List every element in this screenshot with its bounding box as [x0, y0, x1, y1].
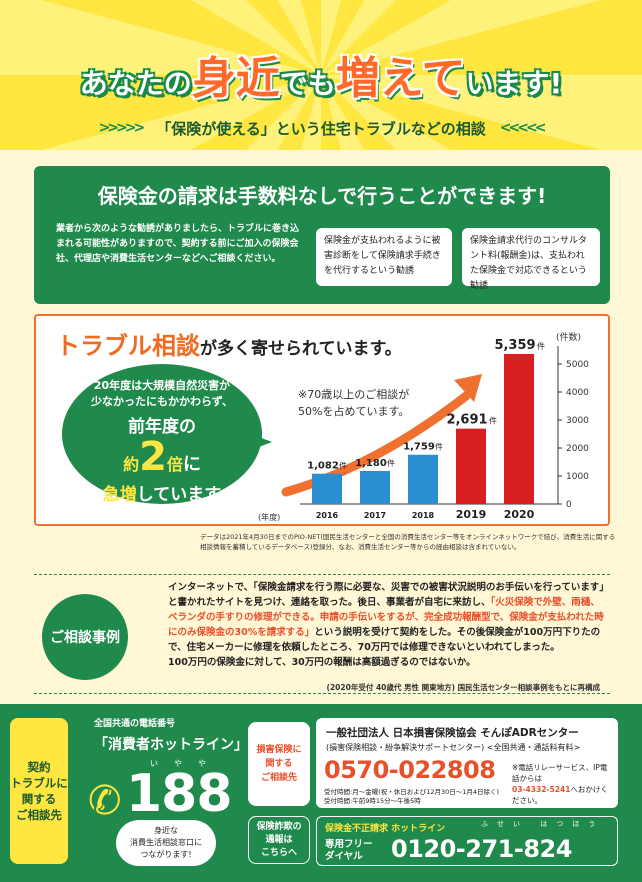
adr-center-box: 一般社団法人 日本損害保険協会 そんぽADRセンター (損害保険相談・紛争解決サ… [316, 718, 618, 808]
case-badge: ご相談事例 [42, 594, 128, 680]
adr-relay-note: ※電話リレーサービス、IP電話からは 03-4332-5241へおかけください。 [512, 763, 608, 805]
sunburst-ray [321, 0, 601, 75]
x-unit-label: (年度) [258, 512, 280, 522]
sunburst-ray [321, 75, 451, 150]
adr-org-name: 一般社団法人 日本損害保険協会 そんぽADRセンター [326, 727, 579, 739]
header-banner: あなたの身近でも増えています! >>>>> 「保険が使える」という住宅トラブルな… [0, 0, 642, 150]
hotline-title: 「消費者ホットライン」 [94, 737, 248, 753]
insurance-consult-label: 損害保険に 関する ご相談先 [248, 722, 310, 806]
bar-2018 [408, 454, 438, 504]
sunburst-ray [321, 75, 365, 150]
bar-value-label: 1,082 [307, 461, 339, 472]
case-section [34, 574, 610, 694]
trend-arrowhead [454, 374, 482, 402]
y-unit-label: (件数) [556, 331, 581, 343]
claim-description: 業者から次のような勧誘がありましたら、トラブルに巻き込まれる可能性がありますので… [56, 224, 300, 264]
chevron-left-icon: >>>>> [98, 120, 146, 136]
bar-value-label: 1,180 [355, 458, 387, 469]
free-dial-label: 専用フリー ダイヤル [325, 839, 373, 862]
bar-unit-label: 件 [435, 442, 443, 452]
x-tick-label: 2018 [412, 511, 435, 520]
sunburst-ray [321, 0, 396, 75]
y-tick-label: 1000 [566, 472, 589, 482]
contract-trouble-label: 契約 トラブルに 関する ご相談先 [10, 718, 68, 864]
case-source: (2020年受付 40歳代 男性 関東地方) 国民生活センター相談事例をもとに再… [326, 683, 600, 692]
adr-hours: 受付時間:月～金曜(祝・休日および12月30日～1月4日除く) 受付時間:午前9… [324, 788, 500, 805]
sunburst-ray [191, 0, 321, 75]
bar-2019 [456, 428, 486, 504]
bubble-text-1: 20年度は大規模自然災害が 少なかったにもかかわらず、 [90, 379, 233, 408]
speech-bubble [62, 364, 262, 504]
sunburst-ray [277, 0, 321, 75]
hotline-number[interactable]: 188 [126, 764, 233, 824]
adr-subtitle: (損害保険相談・紛争解決サポートセンター) <全国共通・通話料有料> [326, 743, 581, 752]
bubble-double-text: 約2倍に [123, 434, 201, 480]
claim-info-box: 保険金の請求は手数料なしで行うことができます! 業者から次のような勧誘がありまし… [34, 166, 610, 304]
claim-title: 保険金の請求は手数料なしで行うことができます! [97, 184, 547, 208]
consult-bubble: 身近な 消費生活相談窓口に つながります! [116, 820, 216, 866]
phone-icon: ✆ [88, 778, 122, 824]
bubble-text-4: 急増しています [102, 485, 222, 505]
fraud-phone-number[interactable]: 0120-271-824 [391, 835, 572, 863]
y-tick-label: 2000 [566, 444, 589, 454]
fraud-hotline-title: 保険金不正請求 ホットライン [325, 824, 446, 834]
page-title: あなたの身近でも増えています! [79, 53, 563, 104]
bar-2016 [312, 473, 342, 504]
hotline-kana: いやや [150, 759, 222, 768]
bar-2017 [360, 470, 390, 504]
fraud-kana: ふせい はつほう [481, 820, 605, 828]
x-tick-label: 2016 [316, 511, 339, 520]
subtitle: 「保険が使える」という住宅トラブルなどの相談 [156, 119, 486, 138]
sunburst-ray [321, 0, 342, 75]
bar-value-label: 5,359 [494, 338, 535, 353]
sunburst-ray [246, 75, 321, 150]
bar-unit-label: 件 [387, 458, 395, 468]
bar-2020 [504, 353, 534, 504]
trouble-panel: トラブル相談が多く寄せられています。 20年度は大規模自然災害が 少なかったにもか… [34, 314, 610, 526]
y-tick-label: 0 [566, 500, 572, 510]
trend-arrow [281, 391, 471, 497]
y-tick-label: 3000 [566, 416, 589, 426]
sunburst-ray [300, 75, 321, 150]
age-note: ※70歳以上のご相談が 50%を占めています。 [298, 388, 410, 418]
data-footnote: データは2021年4月30日までのPIO-NET(国民生活センターと全国の消費生… [200, 533, 616, 551]
x-tick-label: 2017 [364, 511, 386, 520]
y-tick-label: 5000 [566, 360, 589, 370]
fraud-report-label: 保険詐欺の 通報は こちらへ [248, 816, 310, 864]
bar-value-label: 2,691 [446, 413, 487, 428]
fraud-hotline-box: 保険金不正請求 ホットライン ふせい はつほう 専用フリー ダイヤル 0120-… [316, 816, 618, 866]
subtitle-bar: >>>>> 「保険が使える」という住宅トラブルなどの相談 <<<<< [0, 116, 642, 140]
trouble-title: トラブル相談が多く寄せられています。 [56, 332, 402, 360]
sunburst-ray [0, 0, 321, 75]
bar-value-label: 1,759 [403, 442, 435, 453]
x-tick-label: 2019 [456, 508, 487, 521]
y-tick-label: 4000 [566, 388, 589, 398]
sunburst-ray [321, 75, 642, 150]
bar-unit-label: 件 [537, 341, 545, 351]
solicitation-card-1: 保険金が支払われるように被害診断をして保険請求手続きを代行するという勧誘 [316, 228, 452, 286]
x-tick-label: 2020 [504, 508, 535, 521]
sunburst-background [0, 0, 642, 150]
case-text: インターネットで、「保険金請求を行う際に必要な、災害での被害状況説明のお手伝いを… [168, 582, 605, 668]
chevron-right-icon: <<<<< [499, 120, 547, 136]
sunburst-ray [41, 75, 321, 150]
speech-bubble-tail [246, 432, 272, 452]
bar-unit-label: 件 [489, 416, 497, 426]
bubble-text-2: 前年度の [128, 417, 196, 437]
bar-unit-label: 件 [339, 461, 347, 471]
hotline-subtitle: 全国共通の電話番号 [94, 719, 176, 729]
adr-phone-number[interactable]: 0570-022808 [324, 756, 496, 784]
solicitation-card-2: 保険金請求代行のコンサルタント料(報酬金)は、支払われた保険金で対応できるという… [462, 228, 600, 291]
